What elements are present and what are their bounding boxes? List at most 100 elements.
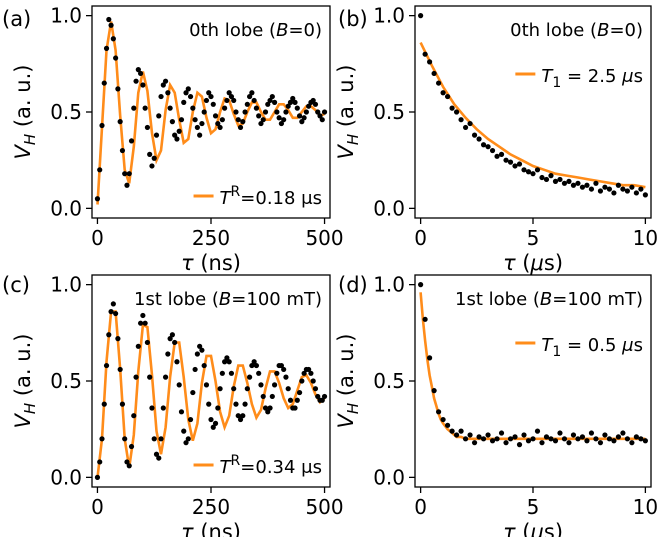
- data-point: [199, 347, 205, 353]
- data-point: [258, 120, 264, 127]
- data-point: [94, 474, 101, 480]
- data-point: [312, 101, 319, 107]
- data-point: [271, 382, 278, 388]
- data-point: [126, 463, 132, 469]
- data-point: [97, 459, 103, 465]
- chart-panel-b: 0 5 10 0.0 0.5 1.0 τ (μs) VH (a. u.) (b) 0th lobe…: [334, 4, 658, 275]
- data-point: [570, 432, 577, 438]
- data-point: [201, 362, 207, 369]
- data-point: [201, 109, 207, 115]
- data-point: [181, 99, 187, 105]
- y-axis-label: VH (a. u.): [334, 334, 362, 429]
- data-point: [119, 147, 126, 154]
- y-tick-label: 0.0: [50, 196, 82, 220]
- data-point: [162, 78, 169, 84]
- panel-annotation: 0th lobe (B=0): [189, 20, 322, 41]
- data-point: [101, 401, 107, 407]
- data-point: [162, 374, 169, 380]
- data-point: [240, 119, 246, 125]
- data-point: [117, 366, 123, 373]
- data-point: [260, 393, 266, 400]
- data-point: [299, 119, 305, 125]
- data-point: [458, 428, 464, 434]
- data-point: [219, 370, 225, 376]
- data-point: [187, 416, 194, 423]
- data-point: [444, 422, 451, 428]
- data-point: [593, 436, 599, 442]
- data-point: [306, 366, 312, 373]
- data-layer: [418, 282, 648, 448]
- panel-tag: (d): [338, 273, 368, 297]
- data-point: [418, 13, 424, 19]
- y-tick-label: 1.0: [50, 273, 82, 297]
- data-point: [185, 436, 191, 442]
- fit-line: [96, 310, 326, 478]
- data-point: [167, 105, 173, 111]
- data-point: [233, 109, 239, 115]
- data-point: [271, 99, 278, 105]
- data-point: [137, 70, 144, 77]
- data-point: [422, 51, 428, 57]
- data-point: [431, 388, 437, 394]
- data-point: [247, 374, 253, 380]
- data-point: [557, 430, 563, 436]
- data-point: [108, 309, 114, 315]
- data-point: [183, 90, 189, 96]
- data-point: [249, 90, 255, 96]
- data-point: [203, 97, 210, 104]
- data-point: [436, 409, 442, 415]
- data-point: [174, 136, 180, 142]
- chart-panel-c: 0 250 500 0.0 0.5 1.0 τ (ns) VH (a. u.) (c) 1st l…: [2, 273, 344, 537]
- data-point: [427, 355, 433, 361]
- data-point: [117, 119, 123, 125]
- panel-annotation: 1st lobe (B=100 mT): [134, 289, 322, 310]
- data-point: [260, 117, 266, 123]
- data-point: [512, 434, 518, 440]
- y-tick-label: 1.0: [373, 4, 405, 28]
- data-point: [453, 109, 460, 115]
- data-point: [181, 428, 187, 434]
- data-point: [169, 332, 175, 338]
- data-point: [449, 428, 455, 434]
- data-point: [228, 93, 235, 100]
- data-point: [133, 78, 139, 84]
- data-point: [584, 182, 590, 188]
- data-point: [215, 120, 221, 127]
- data-point: [462, 124, 469, 131]
- data-point: [235, 117, 241, 123]
- y-tick-label: 1.0: [50, 4, 82, 28]
- data-point: [467, 120, 473, 127]
- data-point: [110, 36, 116, 42]
- data-point: [315, 109, 321, 115]
- x-tick-label: 10: [633, 495, 658, 519]
- data-point: [156, 455, 162, 461]
- data-point: [231, 386, 237, 392]
- data-point: [575, 436, 581, 442]
- data-point: [561, 180, 568, 186]
- data-point: [122, 436, 128, 442]
- data-point: [431, 70, 437, 77]
- data-point: [624, 188, 631, 194]
- data-point: [224, 97, 230, 104]
- data-point: [194, 351, 200, 357]
- data-point: [101, 80, 107, 86]
- data-point: [106, 16, 112, 23]
- data-point: [222, 359, 228, 365]
- data-point: [570, 182, 577, 188]
- data-point: [521, 432, 527, 438]
- data-point: [176, 128, 182, 134]
- data-point: [215, 405, 221, 411]
- data-point: [633, 190, 639, 196]
- x-tick-label: 10: [633, 226, 658, 250]
- data-point: [240, 413, 246, 419]
- data-point: [281, 366, 287, 373]
- data-point: [274, 370, 280, 376]
- data-point: [106, 332, 112, 338]
- fit-line: [419, 42, 646, 189]
- data-point: [242, 109, 248, 115]
- data-layer: [94, 16, 328, 205]
- data-point: [142, 320, 148, 326]
- data-point: [566, 440, 572, 446]
- data-point: [588, 186, 595, 192]
